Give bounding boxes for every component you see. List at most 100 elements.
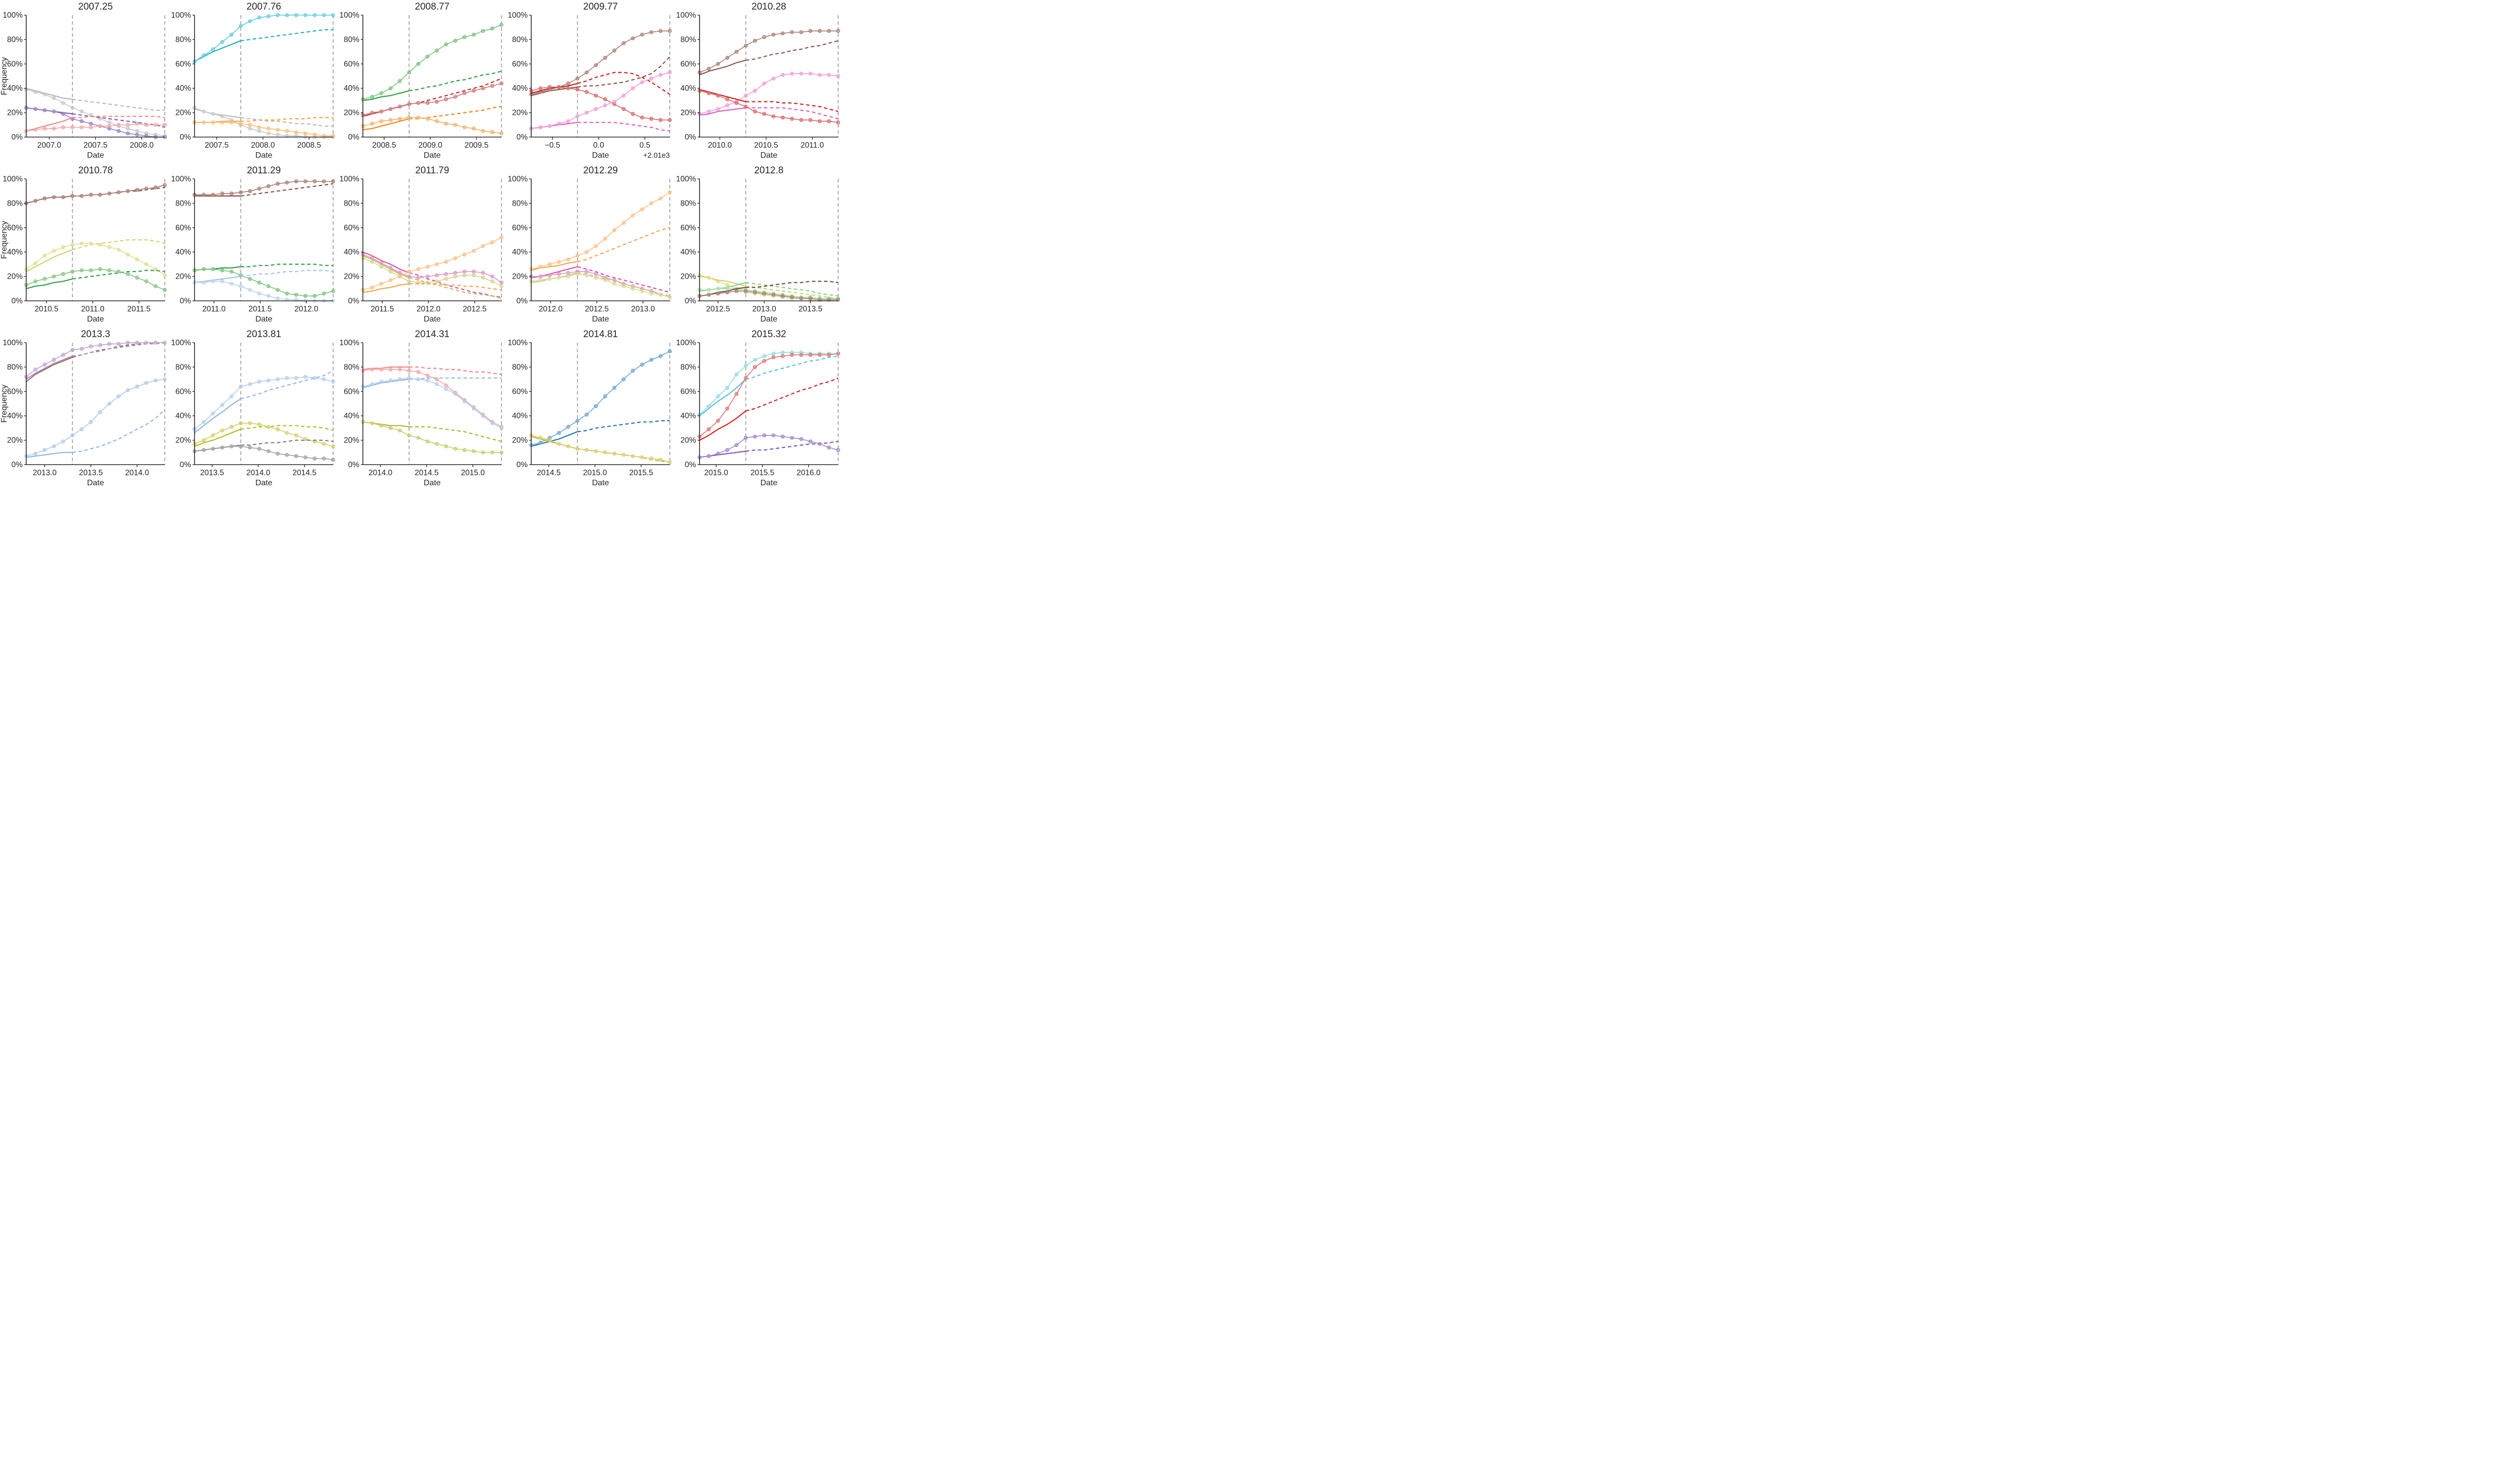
observed-point [116,129,121,133]
observed-point [107,245,111,249]
model-forecast-line [240,117,333,122]
y-tick-label: 0% [180,461,192,469]
observed-point [594,276,598,280]
observed-point [462,273,467,278]
observed-point [248,122,252,127]
series-rosybrown [25,342,165,382]
observed-point [817,353,822,357]
x-tick-label: 2008.0 [251,141,275,150]
observed-point [276,288,280,292]
y-tick-label: 20% [175,109,191,117]
panel-title: 2011.29 [247,165,281,176]
x-tick-label: 2014.0 [368,469,393,477]
x-tick-label: 2007.5 [84,141,107,150]
observed-line [531,435,670,463]
observed-point [575,76,580,81]
observed-point [668,190,672,195]
observed-line [699,352,838,415]
series-magenta [529,266,672,299]
observed-point [248,382,252,387]
observed-point [425,274,430,279]
observed-point [407,102,411,106]
observed-point [762,359,767,363]
y-tick-label: 20% [7,109,23,117]
x-tick-label: 2015.5 [629,469,653,477]
y-tick-label: 100% [676,11,696,20]
observed-point [70,433,75,437]
y-tick-label: 80% [680,35,696,44]
observed-point [453,38,458,43]
observed-line [195,180,333,196]
observed-point [257,379,262,384]
observed-point [575,272,580,276]
observed-point [398,116,402,121]
observed-point [668,295,672,299]
observed-point [42,126,47,131]
observed-point [490,240,494,244]
model-forecast-line [745,101,839,112]
observed-point [144,341,149,345]
observed-point [781,115,785,120]
observed-point [153,122,158,127]
observed-point [89,193,93,197]
model-fit-line [530,83,578,94]
observed-point [734,101,739,105]
observed-point [211,120,215,124]
observed-line [26,269,165,291]
observed-point [566,444,571,448]
observed-point [434,262,439,267]
observed-point [490,130,494,135]
y-tick-label: 40% [680,412,696,420]
observed-point [61,101,66,105]
observed-point [799,437,803,441]
x-tick-label: 2015.0 [583,469,607,477]
observed-point [790,353,794,357]
observed-point [612,99,616,104]
observed-point [416,101,420,105]
y-tick-label: 80% [344,363,359,371]
observed-point [444,387,448,391]
observed-point [585,250,589,254]
panel-title: 2009.77 [583,2,618,12]
observed-point [538,440,543,445]
observed-point [294,13,298,17]
y-tick-label: 80% [680,199,696,208]
observed-point [107,402,111,406]
observed-point [649,201,654,206]
observed-point [753,365,757,369]
observed-point [481,271,485,275]
y-tick-label: 40% [344,84,359,93]
model-forecast-line [240,117,333,127]
observed-point [229,32,234,37]
y-tick-label: 80% [175,363,191,371]
observed-point [603,55,607,60]
observed-point [163,341,167,345]
observed-point [285,129,289,133]
observed-point [640,362,644,367]
observed-point [312,179,317,183]
observed-point [163,377,167,381]
observed-point [220,191,224,196]
observed-point [444,383,448,388]
observed-point [202,438,206,442]
observed-point [248,421,252,425]
observed-point [557,260,561,264]
observed-point [827,445,831,450]
x-tick-label: 2011.0 [81,305,105,313]
y-tick-label: 100% [676,339,696,347]
observed-point [407,270,411,274]
observed-point [416,61,420,66]
y-tick-label: 0% [180,133,192,142]
observed-point [98,410,102,414]
y-tick-label: 80% [175,35,191,44]
y-tick-label: 0% [12,461,23,469]
observed-point [547,124,552,129]
x-tick-label: 2007.5 [205,141,228,150]
observed-point [33,90,38,94]
observed-point [331,289,335,293]
panel-title: 2013.81 [246,329,281,340]
y-tick-label: 0% [348,297,360,305]
observed-point [379,119,384,123]
observed-point [743,435,748,440]
observed-point [557,276,561,280]
